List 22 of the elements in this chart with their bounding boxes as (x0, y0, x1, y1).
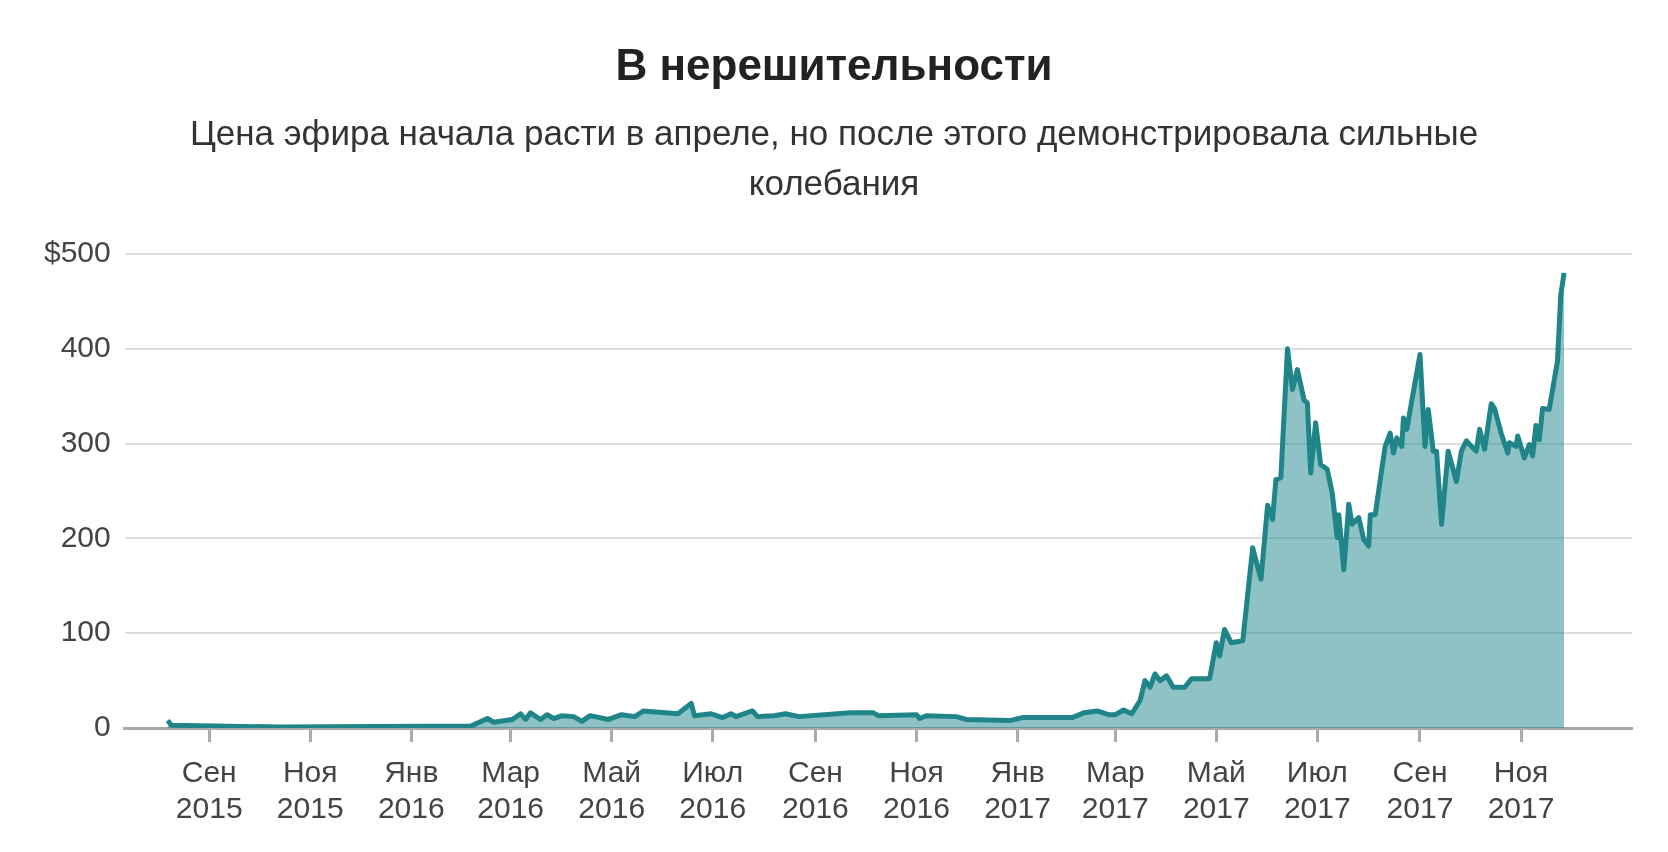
x-tick-label: Июл 2017 (1283, 755, 1351, 825)
x-tick-label: Янв 2016 (377, 755, 445, 825)
chart-subtitle: Цена эфира начала расти в апреле, но после этого демонстрировала сильные колебания (188, 112, 1480, 204)
y-tick-label: 300 (60, 424, 111, 458)
y-tick-label: 0 (94, 709, 111, 743)
chart-title: В нерешительности (614, 40, 1054, 90)
x-tick-label: Сен 2017 (1386, 755, 1454, 825)
y-tick-label: 100 (60, 614, 111, 648)
x-tick-label: Ноя 2015 (276, 755, 344, 825)
x-tick-label: Ноя 2017 (1487, 755, 1555, 825)
x-tick-label: Июл 2016 (679, 755, 747, 825)
x-tick-label: Май 2016 (578, 755, 646, 825)
x-tick-label: Ноя 2016 (883, 755, 950, 825)
x-tick-label: Мар 2016 (477, 755, 545, 825)
x-tick-label: Мар 2017 (1081, 755, 1149, 825)
x-tick-label: Сен 2015 (175, 755, 243, 825)
y-tick-label: 400 (60, 330, 111, 364)
x-tick-label: Янв 2017 (984, 755, 1051, 825)
x-tick-label: Сен 2016 (782, 755, 849, 825)
x-tick-label: Май 2017 (1182, 755, 1250, 825)
y-tick-label: $500 (43, 235, 111, 269)
y-tick-label: 200 (60, 519, 111, 553)
